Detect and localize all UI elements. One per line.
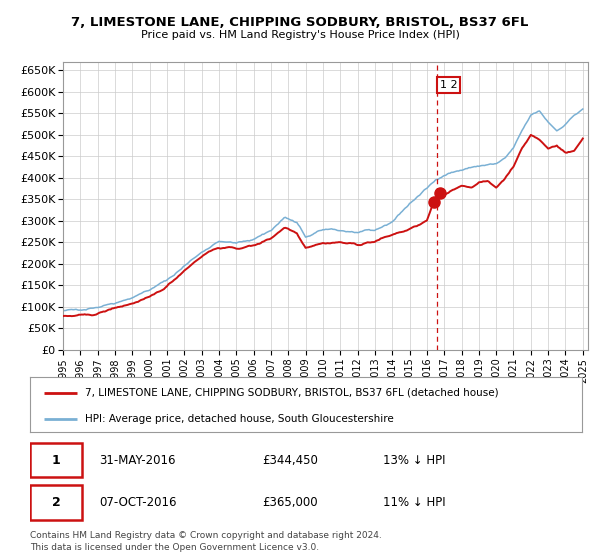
Text: £344,450: £344,450 xyxy=(262,454,318,466)
Text: Contains HM Land Registry data © Crown copyright and database right 2024.
This d: Contains HM Land Registry data © Crown c… xyxy=(30,531,382,552)
FancyBboxPatch shape xyxy=(30,443,82,477)
Text: 13% ↓ HPI: 13% ↓ HPI xyxy=(383,454,446,466)
Text: 1 2: 1 2 xyxy=(440,80,457,90)
Text: 2: 2 xyxy=(52,496,61,509)
Text: HPI: Average price, detached house, South Gloucestershire: HPI: Average price, detached house, Sout… xyxy=(85,414,394,423)
FancyBboxPatch shape xyxy=(30,486,82,520)
Text: £365,000: £365,000 xyxy=(262,496,317,509)
Text: Price paid vs. HM Land Registry's House Price Index (HPI): Price paid vs. HM Land Registry's House … xyxy=(140,30,460,40)
Text: 1: 1 xyxy=(52,454,61,466)
Text: 11% ↓ HPI: 11% ↓ HPI xyxy=(383,496,446,509)
Text: 07-OCT-2016: 07-OCT-2016 xyxy=(99,496,176,509)
Text: 7, LIMESTONE LANE, CHIPPING SODBURY, BRISTOL, BS37 6FL (detached house): 7, LIMESTONE LANE, CHIPPING SODBURY, BRI… xyxy=(85,388,499,398)
Text: 7, LIMESTONE LANE, CHIPPING SODBURY, BRISTOL, BS37 6FL: 7, LIMESTONE LANE, CHIPPING SODBURY, BRI… xyxy=(71,16,529,29)
Text: 31-MAY-2016: 31-MAY-2016 xyxy=(99,454,176,466)
